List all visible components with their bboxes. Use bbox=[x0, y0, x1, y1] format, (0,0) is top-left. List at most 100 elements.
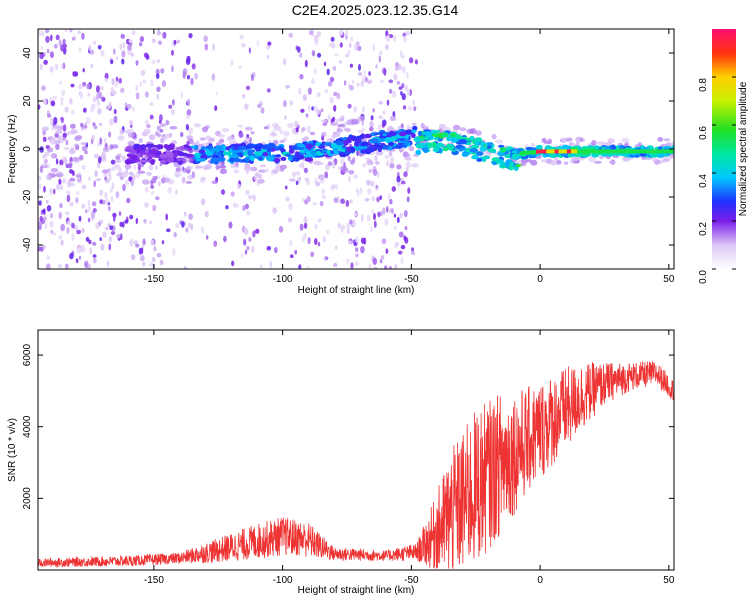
heatmap-cell bbox=[284, 153, 292, 157]
heatmap-cell bbox=[88, 176, 91, 181]
heatmap-cell bbox=[327, 114, 331, 121]
heatmap-cell bbox=[108, 243, 112, 251]
heatmap-cell bbox=[315, 108, 320, 115]
heatmap-cell bbox=[366, 179, 371, 186]
heatmap-cell bbox=[162, 31, 167, 39]
heatmap-cell bbox=[347, 103, 352, 109]
heatmap-cell bbox=[302, 197, 305, 203]
heatmap-cell bbox=[248, 149, 256, 154]
heatmap-cell bbox=[531, 150, 535, 155]
heatmap-cell bbox=[126, 128, 134, 133]
snr-plot-area bbox=[38, 330, 674, 570]
heatmap-cell bbox=[172, 99, 175, 106]
heatmap-cell bbox=[125, 179, 130, 186]
heatmap-cell bbox=[70, 182, 75, 187]
heatmap-cell bbox=[294, 249, 298, 255]
heatmap-cell bbox=[119, 129, 125, 135]
heatmap-cell bbox=[127, 132, 135, 138]
heatmap-cell bbox=[237, 124, 244, 128]
heatmap-cell bbox=[639, 153, 647, 157]
heatmap-cell bbox=[50, 153, 57, 159]
heatmap-cell bbox=[552, 149, 555, 154]
heatmap-cell bbox=[499, 147, 507, 153]
heatmap-cell bbox=[152, 175, 158, 181]
heatmap-cell bbox=[166, 157, 175, 163]
heatmap-cell bbox=[346, 119, 352, 126]
heatmap-cell bbox=[487, 142, 494, 146]
heatmap-cell bbox=[144, 91, 149, 98]
heatmap-cell bbox=[657, 137, 664, 142]
heatmap-cell bbox=[47, 113, 52, 118]
heatmap-cell bbox=[498, 159, 504, 164]
heatmap-cell bbox=[289, 178, 296, 182]
heatmap-cell bbox=[491, 157, 500, 162]
heatmap-cell bbox=[88, 44, 92, 52]
heatmap-cell bbox=[542, 149, 545, 154]
heatmap-cell bbox=[120, 87, 125, 93]
heatmap-cell bbox=[379, 79, 385, 84]
heatmap-cell bbox=[643, 149, 646, 154]
heatmap-cell bbox=[317, 241, 321, 247]
heatmap-cell bbox=[121, 58, 125, 65]
heatmap-cell bbox=[411, 132, 416, 139]
heatmap-cell bbox=[81, 32, 85, 40]
heatmap-cell bbox=[338, 60, 343, 64]
heatmap-cell bbox=[527, 150, 530, 155]
heatmap-cell bbox=[139, 159, 149, 163]
heatmap-cell bbox=[398, 131, 407, 137]
heatmap-cell bbox=[315, 181, 321, 187]
heatmap-cell bbox=[321, 131, 327, 138]
heatmap-cell bbox=[588, 156, 596, 163]
heatmap-cell bbox=[135, 217, 138, 225]
heatmap-cell bbox=[306, 196, 311, 203]
heatmap-cell bbox=[89, 247, 93, 255]
heatmap-cell bbox=[213, 240, 218, 247]
x-tick-label: -150 bbox=[144, 575, 164, 586]
heatmap-cell bbox=[491, 133, 497, 140]
heatmap-cell bbox=[72, 222, 75, 229]
heatmap-cell bbox=[665, 149, 668, 154]
heatmap-cell bbox=[53, 188, 56, 195]
heatmap-cell bbox=[62, 62, 66, 70]
heatmap-cell bbox=[383, 68, 387, 76]
heatmap-cell bbox=[243, 238, 247, 246]
heatmap-cell bbox=[147, 153, 153, 157]
heatmap-cell bbox=[397, 250, 403, 255]
heatmap-cell bbox=[88, 239, 92, 245]
heatmap-cell bbox=[610, 144, 617, 151]
heatmap-cell bbox=[85, 209, 88, 214]
heatmap-cell bbox=[353, 44, 359, 51]
heatmap-cell bbox=[346, 228, 350, 234]
heatmap-cell bbox=[115, 191, 120, 199]
heatmap-cell bbox=[323, 257, 326, 262]
heatmap-cell bbox=[62, 43, 68, 49]
heatmap-cell bbox=[73, 225, 78, 231]
heatmap-cell bbox=[334, 183, 339, 190]
heatmap-cell bbox=[46, 205, 52, 212]
heatmap-cell bbox=[395, 61, 399, 68]
heatmap-cell bbox=[424, 131, 433, 137]
heatmap-cell bbox=[396, 138, 406, 142]
heatmap-cell bbox=[55, 143, 60, 150]
heatmap-cell bbox=[279, 164, 288, 170]
heatmap-cell bbox=[78, 47, 82, 52]
heatmap-cell bbox=[314, 223, 318, 230]
heatmap-cell bbox=[403, 235, 407, 241]
heatmap-cell bbox=[211, 73, 216, 81]
heatmap-cell bbox=[219, 168, 228, 175]
heatmap-cell bbox=[415, 142, 424, 149]
heatmap-cell bbox=[156, 133, 162, 138]
heatmap-cell bbox=[396, 164, 402, 170]
heatmap-cell bbox=[200, 226, 205, 234]
heatmap-cell bbox=[69, 169, 74, 174]
heatmap-cell bbox=[159, 114, 163, 122]
heatmap-cell bbox=[110, 59, 114, 65]
heatmap-cell bbox=[399, 50, 403, 58]
heatmap-cell bbox=[113, 115, 118, 124]
heatmap-cell bbox=[310, 251, 315, 257]
heatmap-cell bbox=[358, 134, 364, 139]
heatmap-cell bbox=[259, 164, 267, 168]
heatmap-cell bbox=[52, 232, 57, 236]
heatmap-cell bbox=[114, 80, 119, 88]
heatmap-cell bbox=[398, 231, 404, 238]
